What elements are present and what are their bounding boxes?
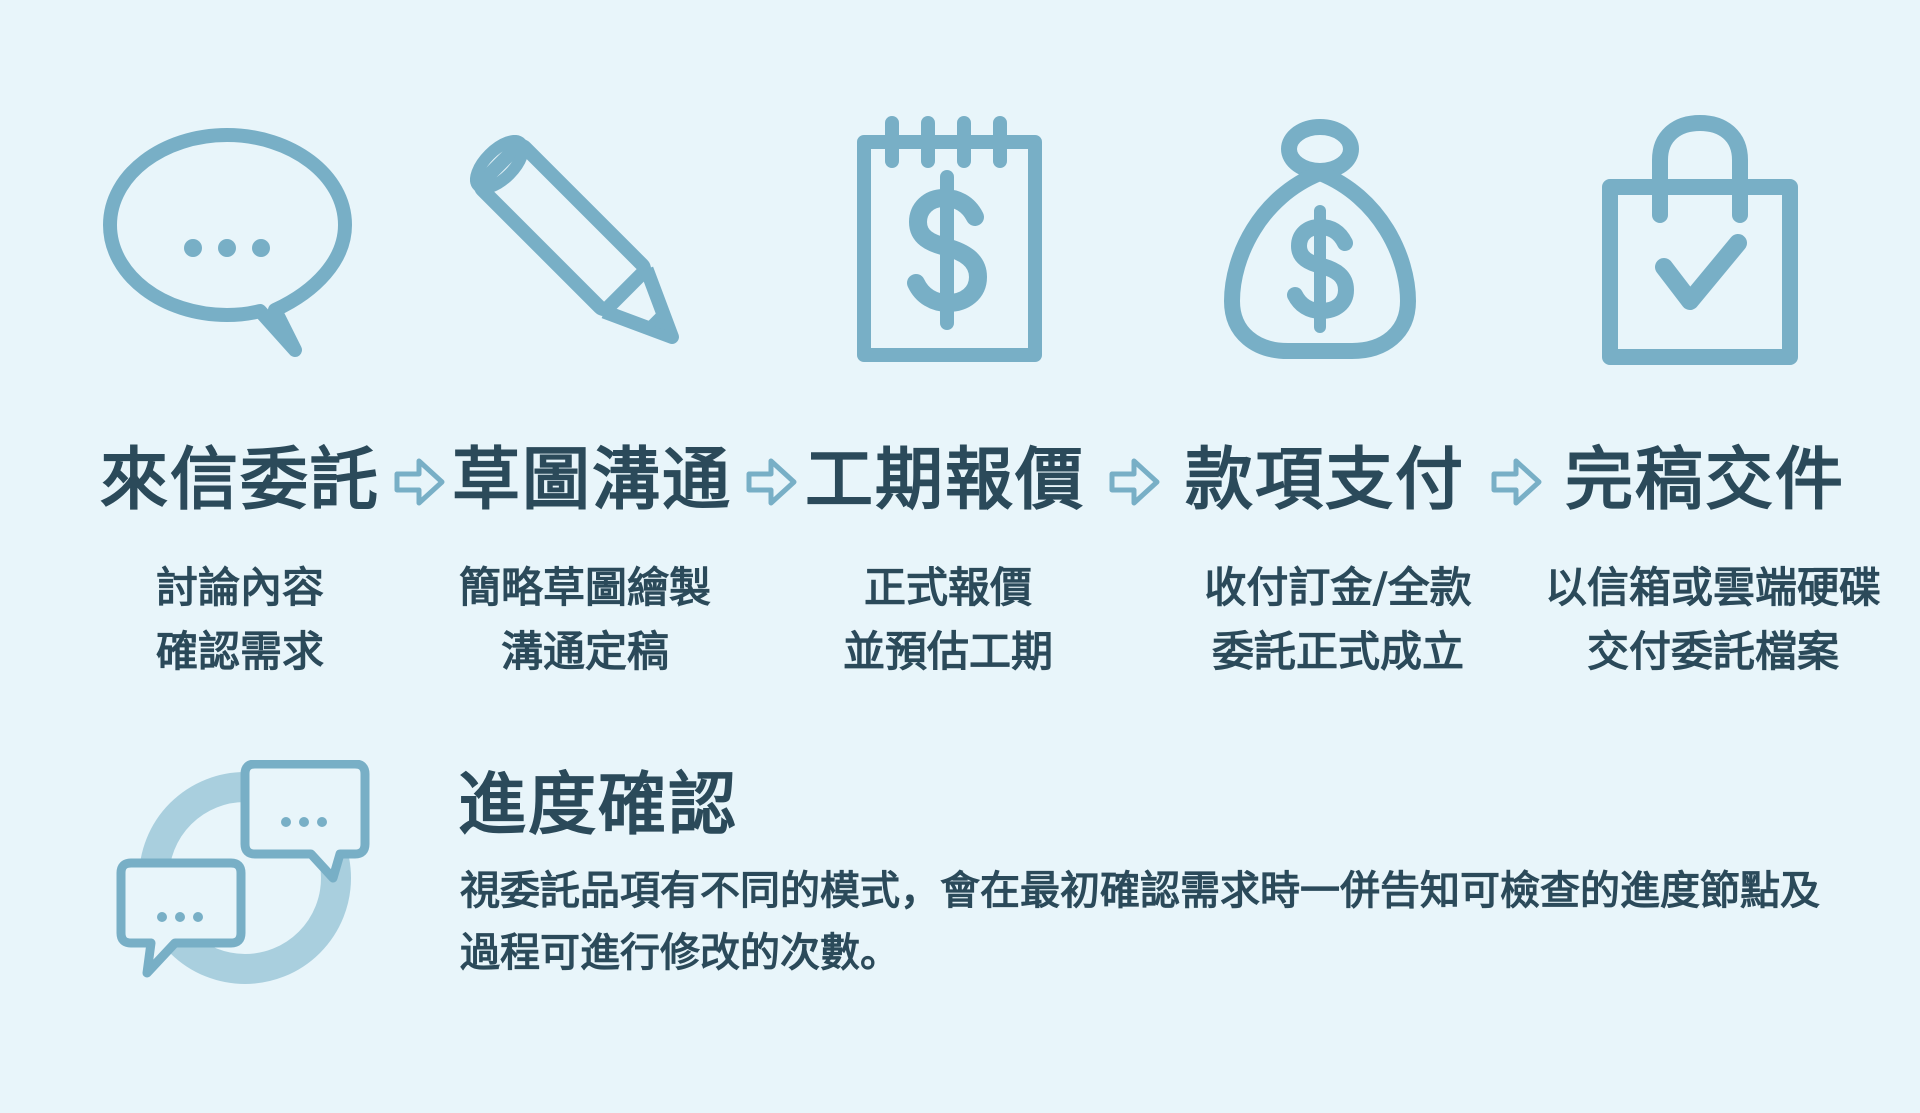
step-desc-2: 簡略草圖繪製 溝通定稿 — [405, 556, 765, 684]
progress-title: 進度確認 — [458, 765, 739, 845]
notepad-dollar-icon — [857, 116, 1042, 362]
step-title-2: 草圖溝通 — [451, 440, 732, 520]
pencil-icon — [470, 135, 679, 344]
step-desc-line: 收付訂金/全款 — [1204, 563, 1472, 612]
arrow-right-icon — [746, 458, 797, 506]
step-desc-line: 並預估工期 — [842, 627, 1053, 676]
step-desc-1: 討論內容 確認需求 — [60, 556, 420, 684]
step-desc-line: 討論內容 — [155, 563, 324, 612]
step-title-1: 來信委託 — [99, 440, 380, 520]
progress-description-line: 過程可進行修改的次數。 — [460, 929, 900, 976]
step-title-5: 完稿交件 — [1564, 440, 1845, 520]
step-desc-line: 確認需求 — [155, 627, 324, 676]
step-desc-line: 正式報價 — [863, 563, 1032, 612]
step-desc-line: 溝通定稿 — [500, 627, 669, 676]
step-desc-3: 正式報價 並預估工期 — [768, 556, 1128, 684]
step-desc-line: 以信箱或雲端硬碟 — [1544, 563, 1881, 612]
step-desc-line: 交付委託檔案 — [1586, 627, 1839, 676]
money-bag-icon — [1224, 119, 1416, 359]
step-title-3: 工期報價 — [804, 440, 1085, 520]
progress-description-line: 視委託品項有不同的模式，會在最初確認需求時一併告知可檢查的進度節點及 — [460, 867, 1820, 914]
step-desc-line: 簡略草圖繪製 — [458, 563, 711, 612]
step-title-4: 款項支付 — [1184, 440, 1465, 520]
arrow-right-icon — [1491, 458, 1542, 506]
chat-exchange-icon — [116, 760, 370, 984]
arrow-right-icon — [394, 458, 445, 506]
step-desc-line: 委託正式成立 — [1211, 627, 1464, 676]
chat-bubble-icon — [103, 128, 352, 357]
progress-description: 視委託品項有不同的模式，會在最初確認需求時一併告知可檢查的進度節點及 過程可進行… — [460, 860, 1860, 984]
bag-check-icon — [1602, 115, 1798, 365]
step-desc-5: 以信箱或雲端硬碟 交付委託檔案 — [1533, 556, 1893, 684]
step-desc-4: 收付訂金/全款 委託正式成立 — [1158, 556, 1518, 684]
arrow-right-icon — [1109, 458, 1160, 506]
